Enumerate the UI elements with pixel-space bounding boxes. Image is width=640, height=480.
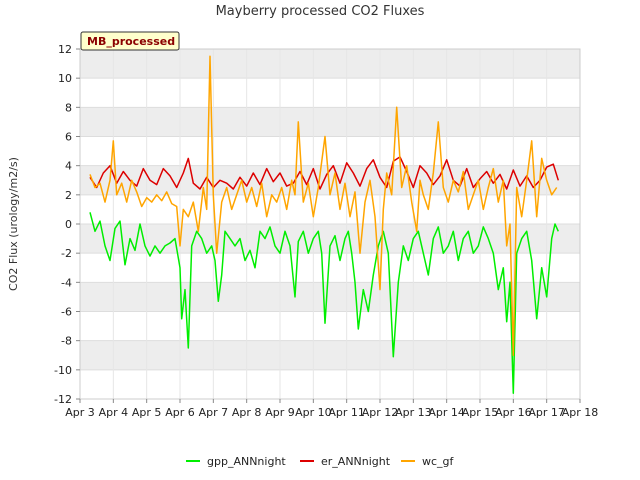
series-layer	[89, 55, 560, 394]
badge: MB_processed	[80, 31, 180, 51]
y-tick-label: 4	[65, 160, 72, 173]
band--6--4	[80, 282, 580, 312]
y-axis: -12 -10 -8 -6 -4 -2 0 2 4 6 8 10 12	[54, 43, 80, 406]
y-tick-label: 12	[58, 43, 72, 56]
y-tick-label: -12	[54, 393, 72, 406]
y-tick-label: -6	[61, 306, 72, 319]
badge-box	[80, 31, 180, 51]
x-tick-label: Apr 7	[199, 406, 229, 419]
x-tick-label: Apr 4	[99, 406, 129, 419]
y-tick-label: -8	[61, 335, 72, 348]
badge-label: MB_processed	[87, 35, 175, 48]
y-tick-label: -4	[61, 276, 72, 289]
y-tick-label: 10	[58, 72, 72, 85]
legend-label-wc_gf: wc_gf	[422, 455, 455, 468]
y-tick-label: -10	[54, 364, 72, 377]
x-tick-label: Apr 18	[562, 406, 599, 419]
x-tick-label: Apr 6	[165, 406, 195, 419]
x-tick-label: Apr 3	[65, 406, 95, 419]
x-tick-label: Apr 13	[395, 406, 432, 419]
x-tick-label: Apr 16	[495, 406, 532, 419]
x-tick-label: Apr 10	[295, 406, 332, 419]
y-tick-label: 0	[65, 218, 72, 231]
x-tick-label: Apr 12	[362, 406, 399, 419]
y-tick-label: 2	[65, 189, 72, 202]
x-tick-label: Apr 15	[462, 406, 499, 419]
y-axis-label: CO2 Flux (urology/m2/s)	[7, 157, 20, 291]
chart-title: Mayberry processed CO2 Fluxes	[216, 4, 425, 19]
series-line-wc_gf	[89, 55, 558, 357]
y-tick-label: 6	[65, 131, 72, 144]
legend: gpp_ANNnight er_ANNnight wc_gf	[186, 455, 455, 468]
y-tick-label: 8	[65, 101, 72, 114]
band-10-12	[80, 49, 580, 79]
x-tick-label: Apr 11	[328, 406, 365, 419]
x-axis: Apr 3 Apr 4 Apr 5 Apr 6 Apr 7 Apr 8 Apr 9 Apr 1…	[65, 399, 598, 419]
x-tick-label: Apr 9	[265, 406, 295, 419]
legend-label-gpp_ANNnight: gpp_ANNnight	[207, 455, 286, 468]
series-line-gpp_ANNnight	[89, 212, 559, 394]
x-tick-label: Apr 17	[528, 406, 565, 419]
band--10--8	[80, 340, 580, 370]
band-6-8	[80, 107, 580, 137]
legend-label-er_ANNnight: er_ANNnight	[321, 455, 391, 468]
series-line-er_ANNnight	[89, 156, 560, 190]
x-tick-label: Apr 8	[232, 406, 262, 419]
x-tick-label: Apr 14	[428, 406, 465, 419]
y-tick-label: -2	[61, 247, 72, 260]
x-tick-label: Apr 5	[132, 406, 162, 419]
